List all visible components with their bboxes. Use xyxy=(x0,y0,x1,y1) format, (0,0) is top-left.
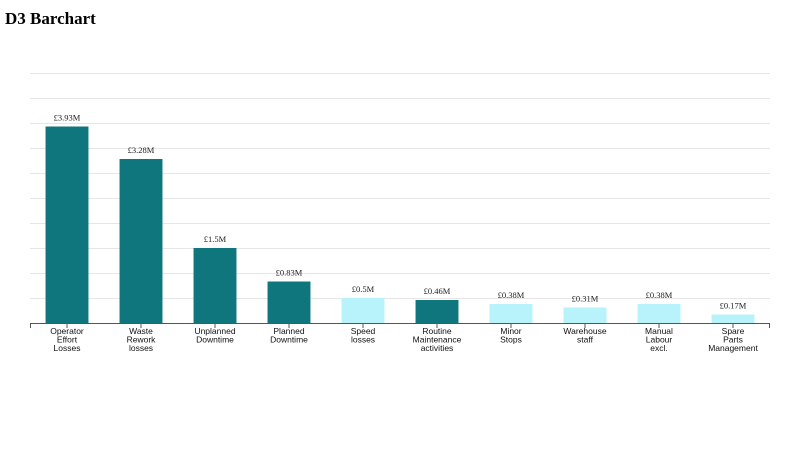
data-label: £0.83M xyxy=(276,268,303,278)
page-title: D3 Barchart xyxy=(5,9,96,28)
bar xyxy=(193,248,237,323)
bar xyxy=(267,281,311,323)
data-label: £3.93M xyxy=(54,113,81,123)
value-labels: £3.93M £3.28M £1.5M £0.83M £0.5M £0.46M £0.38M… xyxy=(54,113,747,311)
bar xyxy=(563,307,607,323)
x-tick-label: Manual Labour excl. xyxy=(645,326,673,353)
x-tick-label: Waste Rework losses xyxy=(127,326,157,353)
bar xyxy=(45,126,89,323)
gridlines xyxy=(30,73,770,299)
x-tick-label: Planned Downtime xyxy=(270,326,308,345)
data-label: £0.38M xyxy=(646,290,673,300)
data-label: £3.28M xyxy=(128,145,155,155)
x-tick-label: Speed losses xyxy=(351,326,376,345)
data-label: £0.31M xyxy=(572,294,599,304)
x-tick-label: Spare Parts Management xyxy=(708,326,758,353)
bars xyxy=(45,126,755,323)
x-tick-label: Minor Stops xyxy=(500,326,522,345)
data-label: £0.46M xyxy=(424,286,451,296)
bar xyxy=(489,304,533,323)
x-tick-label: Operator Effort Losses xyxy=(50,326,84,353)
bar xyxy=(415,300,459,323)
x-tick-label: Warehouse staff xyxy=(563,326,606,345)
x-tick-label: Routine Maintenance activities xyxy=(413,326,462,353)
data-label: £1.5M xyxy=(204,234,227,244)
data-label: £0.38M xyxy=(498,290,525,300)
bar xyxy=(637,304,681,323)
x-tick-label: Unplanned Downtime xyxy=(194,326,235,345)
x-axis: Operator Effort Losses Waste Rework losses Unp… xyxy=(30,323,770,353)
bar xyxy=(341,298,385,323)
bar xyxy=(711,314,755,323)
bar xyxy=(119,159,163,323)
data-label: £0.17M xyxy=(720,301,747,311)
data-label: £0.5M xyxy=(352,284,375,294)
